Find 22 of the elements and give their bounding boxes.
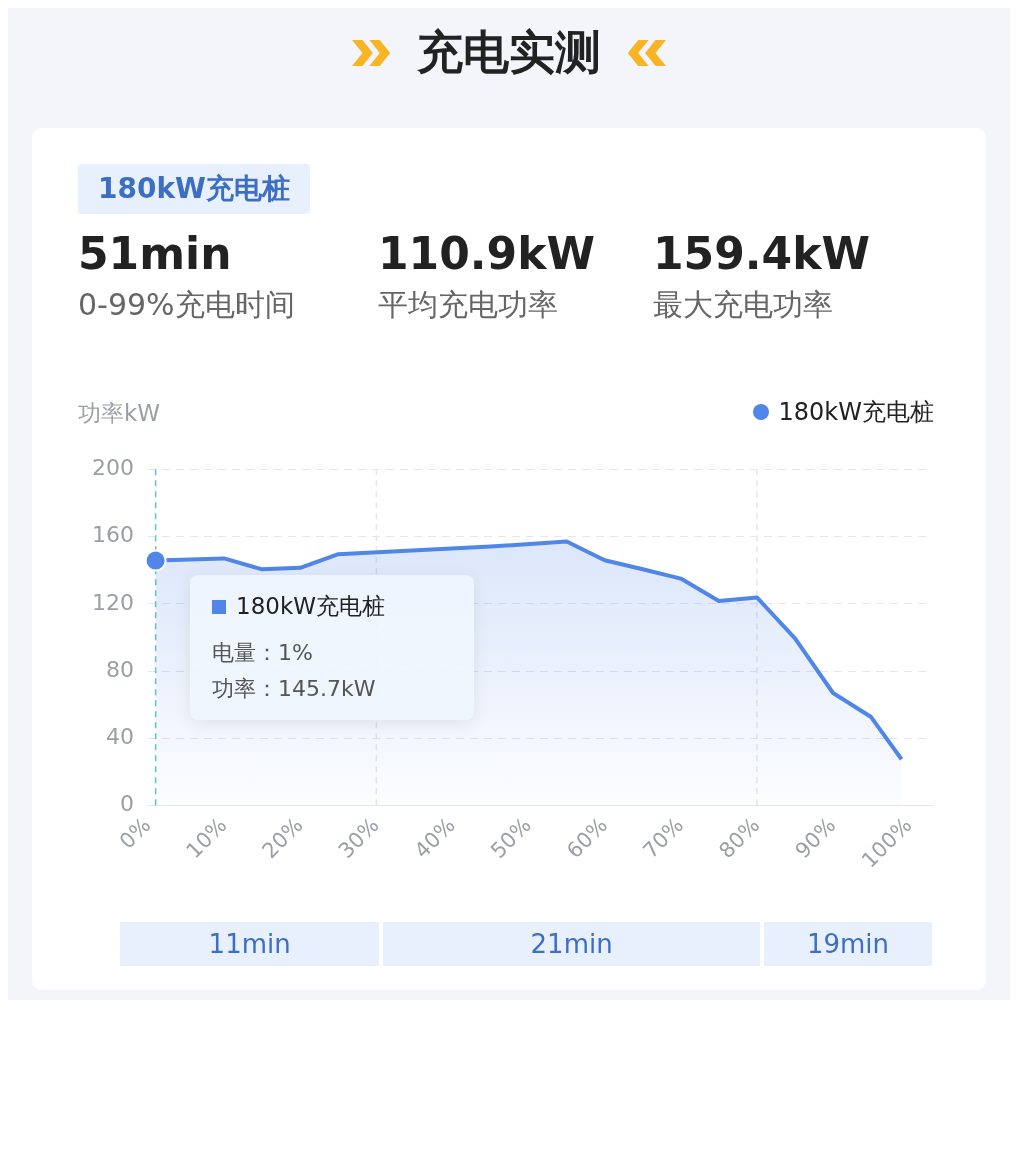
text: 21min xyxy=(383,922,760,966)
text: 平均充电功率 xyxy=(378,286,559,324)
y-tick-label: 120 xyxy=(91,589,134,615)
text: 最大充电功率 xyxy=(653,286,834,324)
text: 51min xyxy=(78,228,233,279)
annotation: 功率：145.7kW xyxy=(212,675,377,703)
y-tick-label: 200 xyxy=(91,454,134,480)
text: 159.4kW xyxy=(653,228,871,279)
annotation: 180kW充电桩 xyxy=(236,592,385,621)
y-tick-label: 40 xyxy=(105,724,134,750)
chart-title: 充电实测 xyxy=(417,24,601,81)
text: 11min xyxy=(119,922,380,966)
tooltip-card: 180kW充电桩 电量：1% 功率：145.7kW xyxy=(190,575,474,720)
text: 0-99%充电时间 xyxy=(78,286,296,324)
y-tick-label: 80 xyxy=(105,656,134,682)
y-tick-label: 160 xyxy=(91,522,134,548)
y-axis-title: 功率kW xyxy=(78,399,161,428)
annotation: 电量：1% xyxy=(212,639,314,667)
text: 19min xyxy=(763,922,932,966)
legend-label: 180kW充电桩 xyxy=(778,397,934,428)
chart-subtitle: 180kW充电桩 xyxy=(78,164,310,214)
text: 110.9kW xyxy=(378,228,596,279)
